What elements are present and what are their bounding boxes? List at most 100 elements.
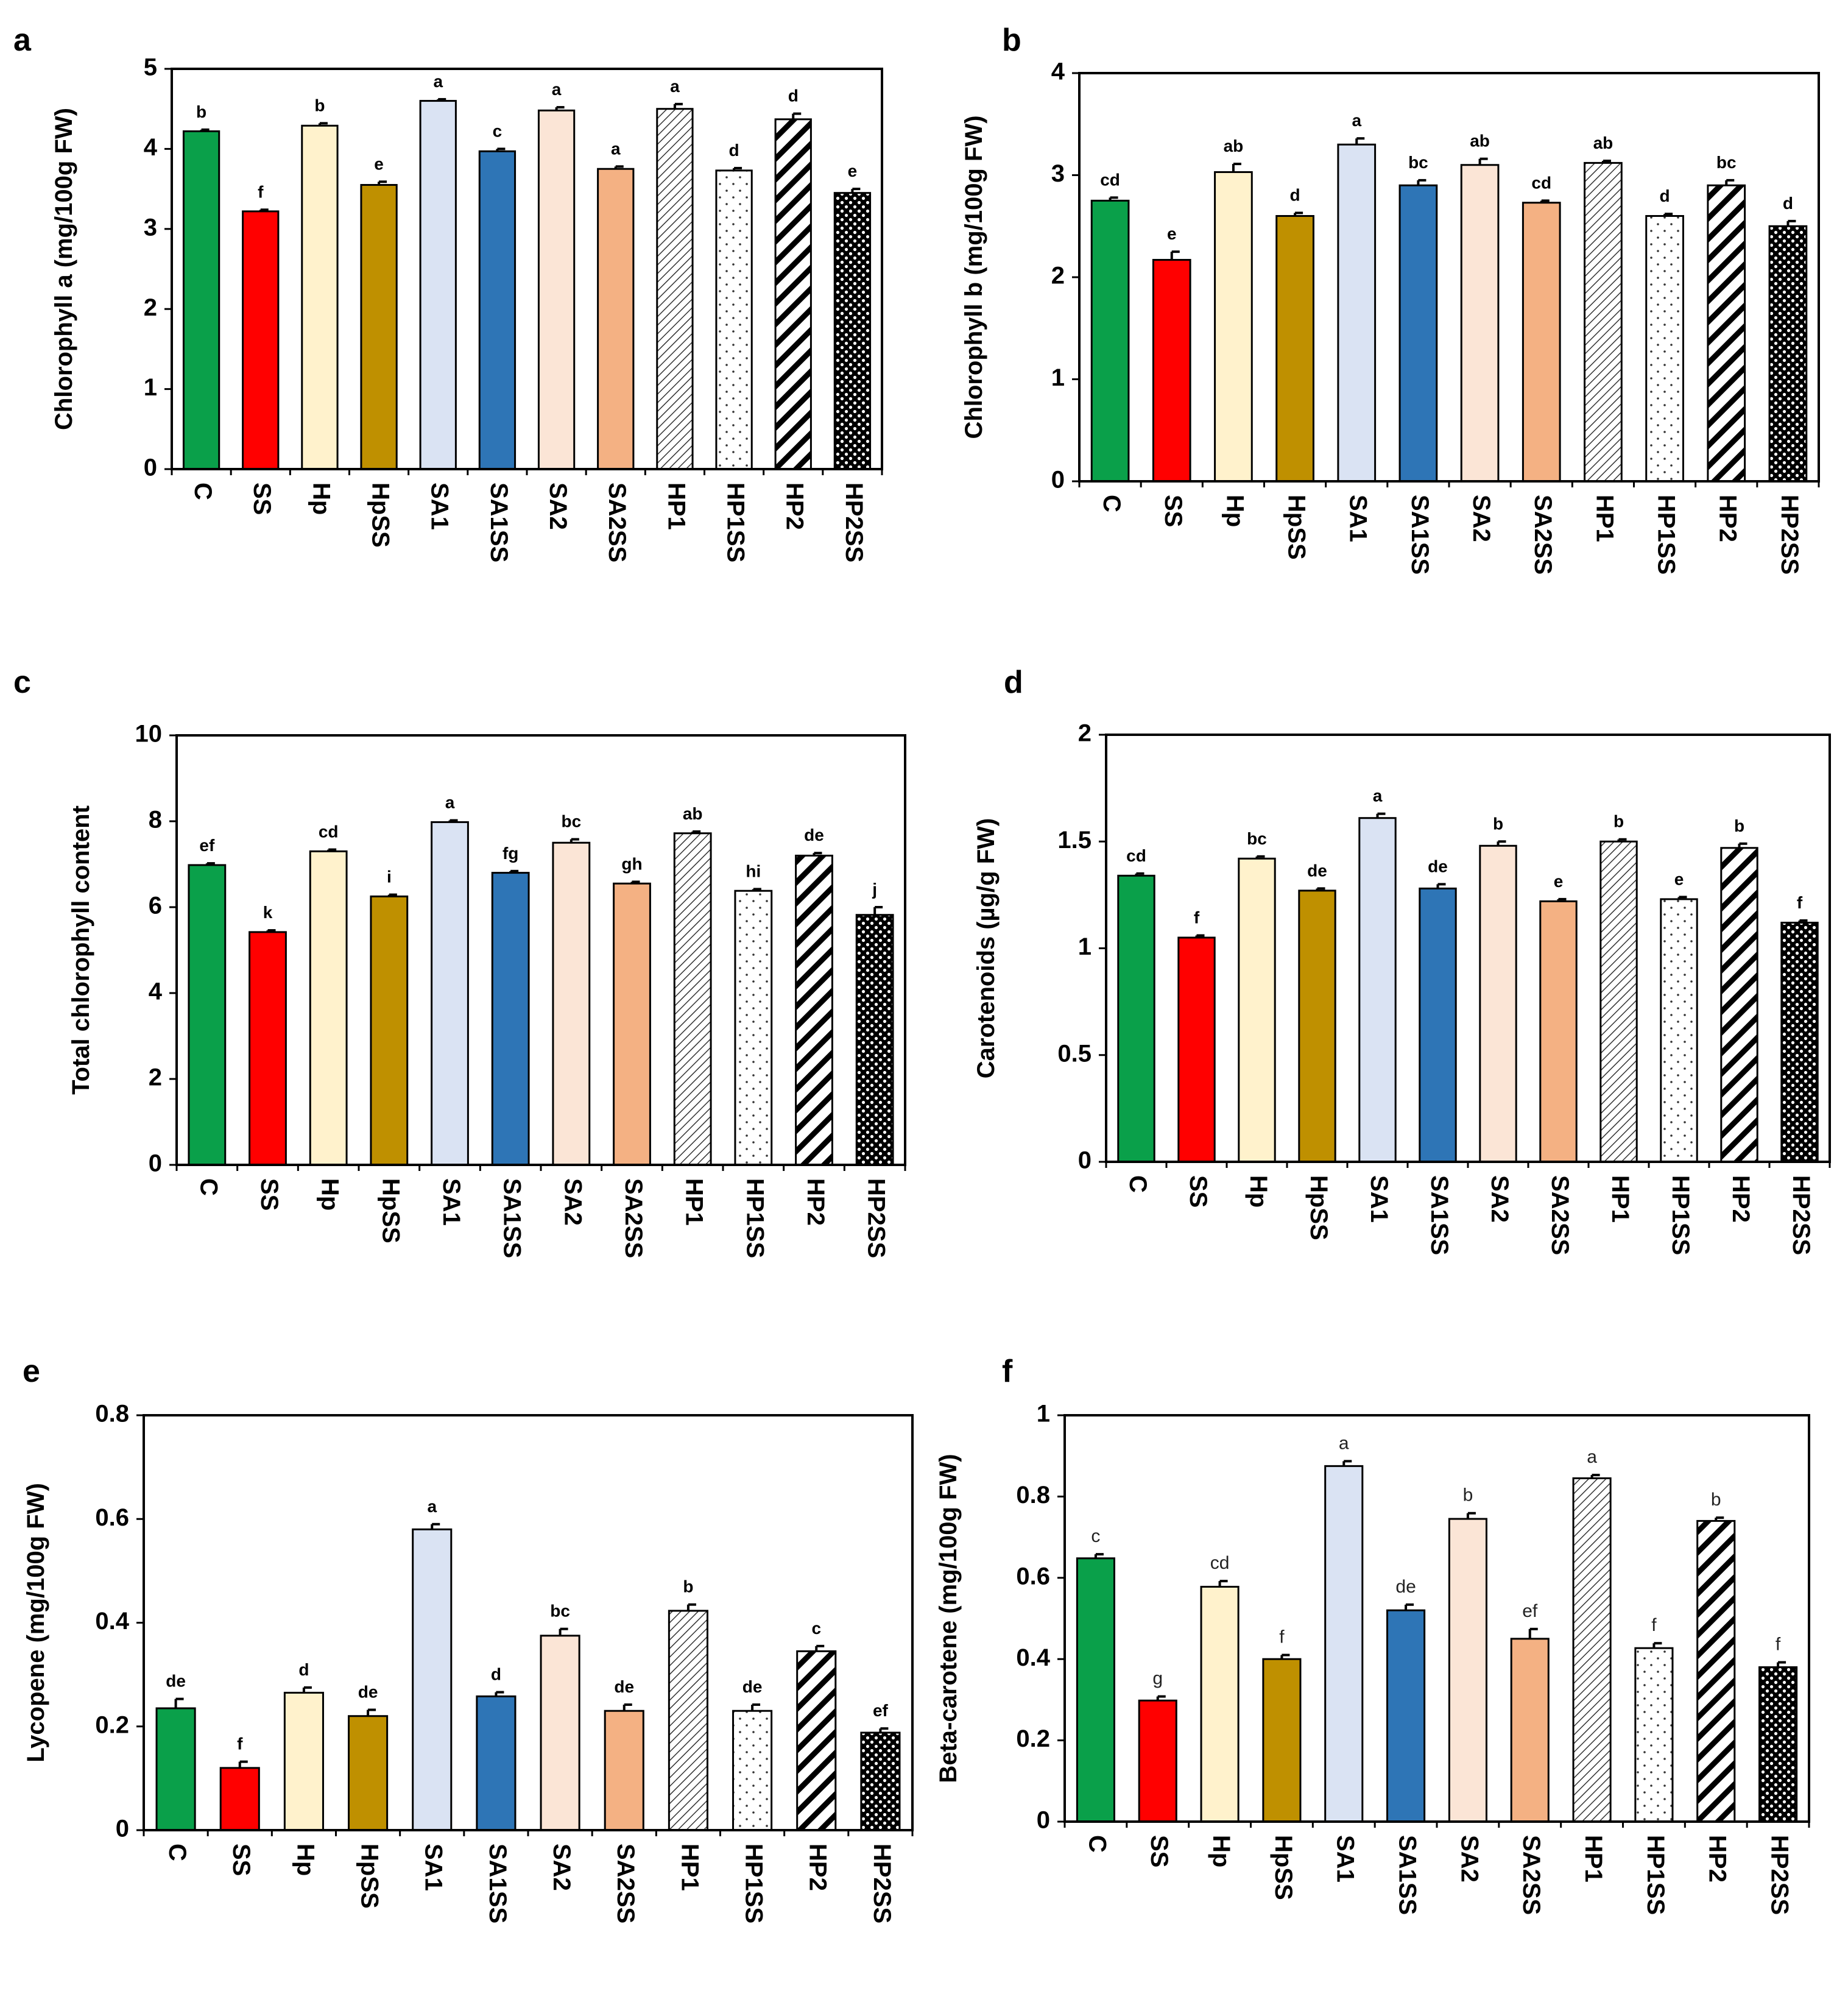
category-label-HP1: HP1 [663,483,689,530]
category-label-HP2: HP2 [805,1844,831,1891]
bar-SA2SS [604,1710,644,1831]
category-label-SA2SS: SA2SS [1518,1835,1545,1915]
y-tick-label: 0.4 [95,1608,129,1635]
bar-SA2SS [1539,900,1578,1163]
category-label-SA1SS: SA1SS [1406,495,1433,575]
bar-HpSS [1298,889,1336,1163]
category-label-HP1SS: HP1SS [1653,495,1680,575]
significance-letter: cd [319,822,339,841]
category-label-HpSS: HpSS [1305,1175,1332,1240]
significance-letter: cd [1531,173,1551,192]
significance-letter: e [374,154,384,173]
category-label-SA2SS: SA2SS [620,1178,647,1258]
y-tick-label: 4 [1051,58,1065,85]
significance-letter: a [670,77,680,96]
y-tick-label: 5 [144,54,157,81]
plot-frame [143,1414,914,1831]
bar-SA1SS [476,1695,517,1831]
category-label-HP2: HP2 [1715,495,1741,542]
bar-SS [1138,1699,1177,1823]
significance-letter: f [1651,1615,1657,1635]
category-label-HP1SS: HP1SS [741,1844,767,1923]
plot-frame [1078,72,1820,483]
bar-SA2SS [597,168,635,470]
category-label-HP2: HP2 [781,483,808,530]
y-tick-label: 4 [149,978,163,1005]
bar-SA1 [1358,817,1397,1163]
significance-letter: bc [561,812,581,831]
significance-letter: a [427,1497,437,1516]
significance-letter: f [1797,893,1803,912]
significance-letter: j [872,880,877,899]
chart-panel-d: d Carotenoids (µg/g FW) cd Cf SS bc Hp de HpSS a S… [973,665,1831,1255]
significance-letter: d [1290,185,1300,204]
bar-HP2 [1720,847,1758,1163]
category-label-HP2: HP2 [802,1178,829,1226]
significance-letter: c [1091,1526,1100,1546]
y-tick-label: 1 [1037,1401,1050,1427]
category-label-SA2: SA2 [545,483,571,530]
chart-panel-b: b Chlorophyll b (mg/100g FW) cd Ce SS ab Hp d Hp… [961,23,1820,575]
significance-letter: c [493,121,503,140]
category-label-C: C [164,1844,191,1861]
category-label-HP2SS: HP2SS [841,483,867,562]
category-label-Hp: Hp [1208,1835,1235,1867]
category-label-C: C [1098,495,1125,512]
significance-letter: b [1493,814,1503,833]
significance-letter: b [196,102,206,121]
category-label-SA2SS: SA2SS [1529,495,1556,575]
bar-SA2SS [613,882,651,1166]
bar-HpSS [1262,1658,1302,1823]
significance-letter: cd [1126,846,1146,865]
category-label-SS: SS [249,483,275,515]
bar-SA1 [431,821,469,1166]
bar-SA2 [1479,844,1517,1163]
bar-Hp [1238,857,1276,1163]
y-axis-title: Lycopene (mg/100g FW) [23,1483,49,1763]
y-tick-label: 2 [1078,720,1092,747]
y-tick-label: 0.2 [1016,1725,1050,1752]
bar-HP1SS [715,169,753,470]
category-label-HP1SS: HP1SS [1667,1175,1694,1255]
bar-HP1 [656,108,694,470]
significance-letter: i [387,868,392,886]
significance-letter: d [491,1665,501,1684]
bar-C [182,130,220,470]
significance-letter: b [314,96,325,115]
bar-HP2SS [1768,225,1808,483]
bar-HP1SS [734,889,773,1166]
bar-SA1SS [1419,887,1457,1163]
category-label-SA1SS: SA1SS [485,483,512,562]
category-label-SS: SS [1185,1175,1211,1208]
significance-letter: cd [1100,170,1120,189]
bar-C [1090,199,1130,483]
significance-letter: gh [621,854,642,873]
bar-SA1 [419,100,457,470]
bar-SS [1152,259,1191,483]
bar-SA1SS [491,872,530,1166]
category-label-HpSS: HpSS [367,483,394,548]
bar-SA1SS [1398,184,1438,483]
category-label-HP1: HP1 [676,1844,703,1891]
y-tick-label: 2 [1051,263,1065,289]
bar-HP2 [1707,184,1746,483]
category-label-SA1SS: SA1SS [1426,1175,1453,1255]
y-tick-label: 0 [116,1816,129,1842]
category-label-HP1SS: HP1SS [741,1178,768,1258]
bar-SA1SS [1386,1609,1426,1823]
significance-letter: bc [550,1602,570,1621]
category-label-HP1SS: HP1SS [1642,1835,1669,1915]
category-label-HP1: HP1 [681,1178,708,1226]
significance-letter: de [804,826,824,844]
y-tick-label: 1 [1051,364,1065,391]
bar-HP2 [774,118,812,470]
bar-HP1SS [1660,898,1698,1163]
bar-HP2 [795,854,833,1166]
bar-HP1 [668,1610,708,1831]
bar-SA1 [1324,1465,1364,1823]
bar-SA2 [1448,1518,1487,1823]
category-label-SS: SS [228,1844,255,1876]
significance-letter: bc [1716,153,1737,172]
significance-letter: b [1734,816,1744,835]
significance-letter: f [1194,908,1200,927]
